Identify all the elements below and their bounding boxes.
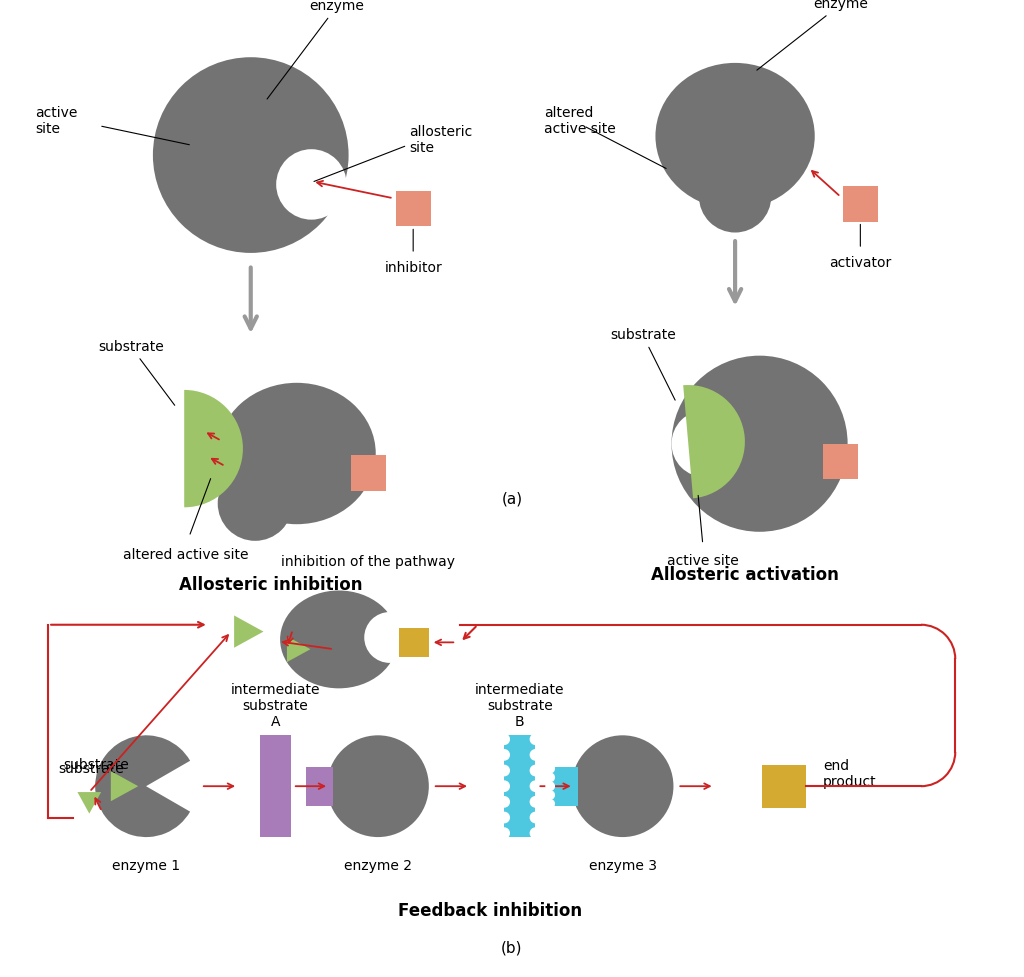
Text: altered active site: altered active site	[124, 548, 249, 563]
Ellipse shape	[218, 383, 376, 525]
Polygon shape	[234, 616, 263, 648]
Circle shape	[499, 828, 510, 839]
Circle shape	[571, 736, 674, 837]
Circle shape	[529, 812, 542, 824]
Text: activator: activator	[829, 256, 892, 270]
Bar	[350, 455, 386, 490]
Wedge shape	[184, 390, 243, 507]
Text: intermediate
substrate: intermediate substrate	[230, 683, 319, 713]
Bar	[550, 767, 578, 806]
Text: enzyme 3: enzyme 3	[589, 859, 656, 872]
Text: substrate: substrate	[610, 328, 676, 401]
Text: enzyme: enzyme	[757, 0, 868, 70]
Wedge shape	[95, 736, 190, 837]
Text: altered
active site: altered active site	[545, 106, 616, 136]
Text: inhibitor: inhibitor	[384, 261, 442, 275]
Circle shape	[365, 612, 415, 663]
Text: allosteric
site: allosteric site	[410, 125, 472, 155]
Circle shape	[545, 773, 555, 783]
Circle shape	[499, 749, 510, 761]
Bar	[259, 736, 291, 837]
Text: substrate: substrate	[62, 758, 129, 773]
Text: Allosteric activation: Allosteric activation	[651, 566, 839, 584]
Text: intermediate
substrate: intermediate substrate	[475, 683, 564, 713]
Circle shape	[529, 765, 542, 777]
Circle shape	[545, 790, 555, 800]
Ellipse shape	[655, 63, 815, 209]
Circle shape	[545, 764, 555, 774]
Text: A: A	[270, 715, 280, 730]
Bar	[763, 765, 806, 808]
Text: inhibition of the pathway: inhibition of the pathway	[282, 555, 455, 569]
Bar	[395, 191, 431, 227]
Text: substrate: substrate	[58, 762, 124, 777]
Circle shape	[529, 749, 542, 761]
Circle shape	[499, 796, 510, 808]
Text: enzyme 1: enzyme 1	[112, 859, 180, 872]
Polygon shape	[78, 792, 101, 814]
Text: enzyme: enzyme	[267, 0, 365, 99]
Ellipse shape	[281, 590, 397, 689]
Circle shape	[499, 781, 510, 792]
Text: Allosteric inhibition: Allosteric inhibition	[178, 575, 362, 594]
Text: Feedback inhibition: Feedback inhibition	[398, 902, 583, 919]
Circle shape	[699, 160, 771, 233]
Text: (a): (a)	[502, 492, 522, 507]
Text: end
product: end product	[823, 759, 877, 789]
Circle shape	[276, 149, 347, 220]
Circle shape	[529, 734, 542, 745]
Circle shape	[499, 734, 510, 745]
Text: substrate: substrate	[98, 340, 175, 405]
Bar	[823, 444, 858, 479]
Circle shape	[153, 58, 348, 253]
Text: B: B	[515, 715, 524, 730]
Bar	[305, 767, 333, 806]
Circle shape	[529, 781, 542, 792]
Text: active
site: active site	[36, 106, 78, 136]
Circle shape	[672, 356, 848, 531]
Bar	[504, 736, 536, 837]
Circle shape	[327, 736, 429, 837]
Circle shape	[529, 828, 542, 839]
Text: enzyme 2: enzyme 2	[344, 859, 412, 872]
Polygon shape	[287, 636, 310, 662]
Polygon shape	[111, 771, 138, 801]
Circle shape	[218, 466, 293, 541]
Circle shape	[499, 812, 510, 824]
Text: (b): (b)	[502, 941, 522, 956]
Circle shape	[672, 410, 738, 477]
Bar	[843, 187, 878, 222]
Text: active site: active site	[667, 554, 738, 569]
Bar	[399, 627, 429, 657]
Circle shape	[545, 799, 555, 809]
Circle shape	[529, 796, 542, 808]
Circle shape	[499, 765, 510, 777]
Circle shape	[545, 782, 555, 791]
Wedge shape	[683, 385, 744, 498]
